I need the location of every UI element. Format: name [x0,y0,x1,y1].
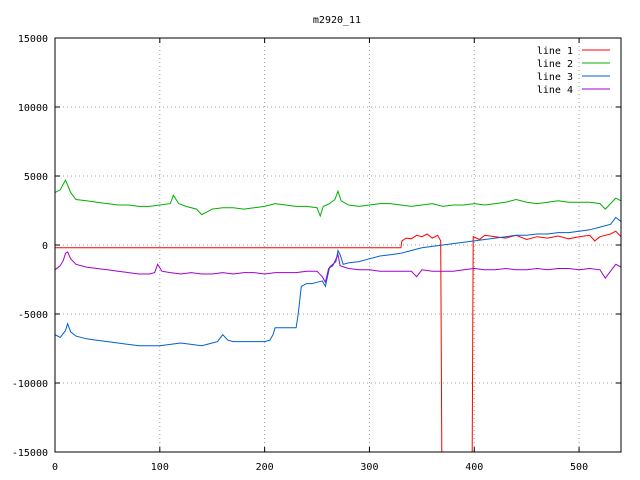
series-group [55,178,621,452]
y-axis-tick-labels: -15000 -10000 -5000 0 5000 10000 15000 [12,34,48,459]
series-line-1 [55,230,621,452]
x-tick-label: 200 [256,462,274,473]
y-tick-label: 0 [42,241,48,252]
axis-ticks [54,37,621,453]
grid [55,38,621,452]
x-tick-label: 400 [465,462,483,473]
y-tick-label: -5000 [18,310,48,321]
y-tick-label: 10000 [18,103,48,114]
legend-label-1: line 1 [537,46,573,57]
x-axis-tick-labels: 0 100 200 300 400 500 [52,462,588,473]
series-line-2 [55,178,621,218]
y-tick-label: -10000 [12,379,48,390]
x-tick-label: 500 [570,462,588,473]
y-tick-label: 5000 [24,172,48,183]
legend-label-2: line 2 [537,59,573,70]
series-line-4 [55,251,621,284]
x-tick-label: 0 [52,462,58,473]
chart-title: m2920_11 [313,15,361,26]
x-tick-label: 300 [360,462,378,473]
x-tick-label: 100 [151,462,169,473]
legend-label-4: line 4 [537,85,573,96]
y-tick-label: -15000 [12,448,48,459]
legend: line 1 line 2 line 3 line 4 [537,46,610,96]
series-line-3 [55,216,621,347]
y-tick-label: 15000 [18,34,48,45]
legend-label-3: line 3 [537,72,573,83]
